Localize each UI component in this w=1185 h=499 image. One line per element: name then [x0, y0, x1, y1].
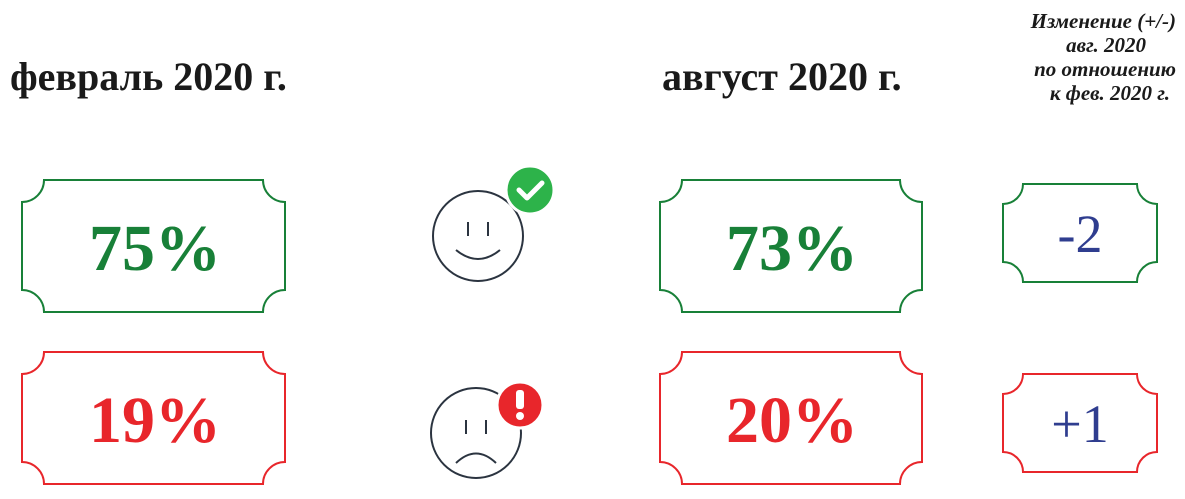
- value: 19%: [89, 384, 221, 457]
- happy-face: [432, 190, 524, 282]
- header-right: август 2020 г.: [662, 54, 902, 99]
- frame: [21, 179, 286, 313]
- check-badge: [504, 164, 556, 216]
- frame: [1002, 183, 1158, 283]
- frame: [659, 351, 923, 485]
- change: +1: [1051, 394, 1108, 454]
- value: 75%: [89, 212, 221, 285]
- note-line: авг. 2020: [1066, 33, 1146, 57]
- frame: [659, 179, 923, 313]
- note-line: по отношению: [1034, 57, 1176, 81]
- frame: [1002, 373, 1158, 473]
- header-left: февраль 2020 г.: [10, 54, 287, 99]
- frame: [21, 351, 286, 485]
- change: -2: [1058, 204, 1103, 264]
- sad-face: [430, 387, 522, 479]
- note-line: к фев. 2020 г.: [1050, 81, 1170, 105]
- value: 20%: [726, 384, 858, 457]
- alert-badge: [495, 380, 545, 430]
- value: 73%: [726, 212, 858, 285]
- note: Изменение (+/-) авг. 2020 по отношению к…: [1030, 9, 1176, 105]
- note-line: Изменение (+/-): [1030, 9, 1176, 33]
